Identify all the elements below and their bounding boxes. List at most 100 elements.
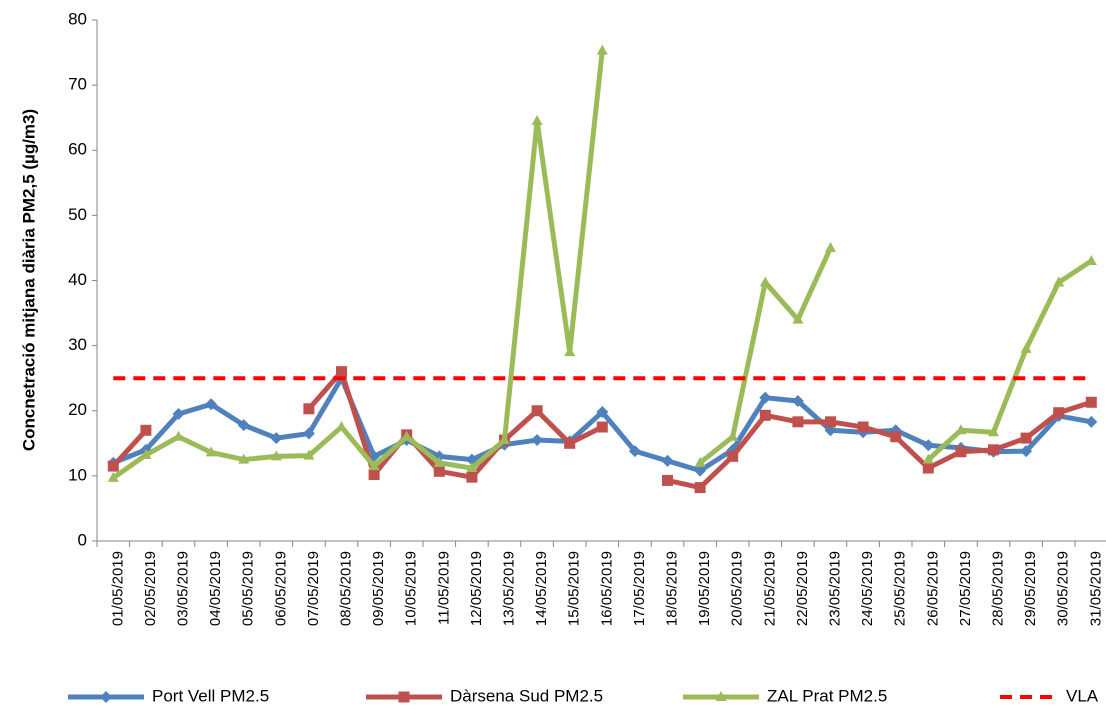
data-point (238, 453, 250, 464)
data-point (173, 430, 184, 441)
x-tick-label: 19/05/2019 (696, 551, 713, 626)
data-point (433, 465, 445, 477)
data-point (205, 446, 217, 457)
legend-marker (398, 691, 410, 703)
data-point (1053, 407, 1065, 419)
y-tick-label: 0 (78, 530, 87, 549)
data-point (531, 434, 544, 447)
data-point (825, 241, 836, 252)
x-tick-label: 15/05/2019 (566, 551, 583, 626)
data-point (499, 434, 510, 445)
data-point (890, 431, 902, 443)
data-point (336, 421, 347, 432)
y-axis-title: Concnetració mitjana diària PM2,5 (µg/m3… (19, 109, 38, 451)
data-point (466, 462, 478, 473)
y-tick-label: 40 (68, 270, 87, 289)
data-point (1020, 445, 1033, 458)
legend-marker (715, 691, 727, 701)
data-point (172, 408, 185, 421)
data-point (759, 409, 771, 421)
legend-label: Port Vell PM2.5 (152, 686, 269, 705)
x-tick-label: 07/05/2019 (305, 551, 322, 626)
data-point (792, 313, 804, 324)
data-point (988, 444, 999, 456)
data-point (1020, 432, 1032, 444)
x-tick-label: 26/05/2019 (924, 551, 941, 626)
data-point (694, 464, 707, 477)
data-point (368, 469, 380, 481)
x-tick-label: 10/05/2019 (403, 551, 420, 626)
data-point (531, 405, 543, 417)
data-point (922, 462, 934, 474)
data-point (922, 453, 934, 464)
data-point (694, 456, 706, 467)
x-tick-label: 16/05/2019 (598, 551, 615, 626)
data-point (237, 419, 250, 432)
x-tick-label: 02/05/2019 (142, 551, 159, 626)
data-point (1085, 254, 1097, 265)
y-tick-label: 80 (68, 9, 87, 28)
x-tick-label: 06/05/2019 (272, 551, 289, 626)
x-tick-label: 11/05/2019 (435, 551, 452, 625)
x-tick-label: 08/05/2019 (337, 551, 354, 626)
data-point (401, 430, 413, 441)
x-tick-label: 03/05/2019 (174, 551, 191, 626)
x-tick-label: 31/05/2019 (1087, 551, 1104, 626)
data-point (628, 445, 641, 458)
data-point (433, 456, 445, 467)
data-point (727, 430, 739, 441)
y-tick-label: 30 (68, 335, 87, 354)
legend-label: VLA (1066, 686, 1099, 705)
data-point (759, 276, 771, 287)
x-tick-label: 17/05/2019 (631, 551, 648, 626)
x-tick-label: 30/05/2019 (1055, 551, 1072, 626)
data-point (791, 394, 804, 407)
legend-label: Dàrsena Sud PM2.5 (450, 686, 603, 705)
x-tick-label: 12/05/2019 (468, 551, 485, 626)
x-tick-label: 14/05/2019 (533, 551, 550, 626)
x-tick-label: 27/05/2019 (957, 551, 974, 626)
x-tick-label: 24/05/2019 (859, 551, 876, 626)
x-tick-label: 29/05/2019 (1022, 551, 1039, 626)
data-point (107, 471, 119, 482)
data-point (825, 416, 836, 428)
data-point (303, 403, 315, 415)
y-tick-label: 60 (68, 140, 87, 159)
data-point (270, 450, 282, 461)
x-tick-label: 21/05/2019 (761, 551, 778, 626)
data-point (759, 391, 772, 404)
y-tick-label: 50 (68, 205, 87, 224)
data-point (1020, 342, 1032, 353)
data-point (988, 426, 999, 437)
data-point (368, 460, 380, 471)
x-tick-label: 23/05/2019 (826, 551, 843, 626)
data-point (1053, 276, 1065, 287)
data-point (792, 416, 804, 428)
data-point (596, 406, 609, 419)
y-tick-label: 10 (68, 465, 87, 484)
data-point (205, 398, 218, 411)
data-point (857, 421, 869, 433)
data-point (955, 424, 967, 435)
data-point (303, 449, 315, 460)
data-point (107, 460, 119, 472)
data-point (727, 450, 739, 462)
y-tick-label: 70 (68, 75, 87, 94)
x-tick-label: 13/05/2019 (500, 551, 517, 626)
data-point (596, 44, 608, 55)
data-point (336, 366, 347, 378)
x-tick-label: 25/05/2019 (892, 551, 909, 626)
data-point (662, 474, 673, 486)
data-point (1085, 415, 1098, 428)
legend-label: ZAL Prat PM2.5 (767, 686, 887, 705)
legend-marker (100, 691, 112, 703)
data-point (694, 482, 706, 494)
x-tick-label: 28/05/2019 (989, 551, 1006, 626)
data-point (564, 346, 576, 357)
x-tick-label: 05/05/2019 (240, 551, 257, 626)
data-point (564, 437, 576, 449)
data-point (140, 449, 152, 460)
data-point (922, 439, 935, 452)
x-tick-label: 22/05/2019 (794, 551, 811, 626)
data-point (1085, 396, 1097, 408)
